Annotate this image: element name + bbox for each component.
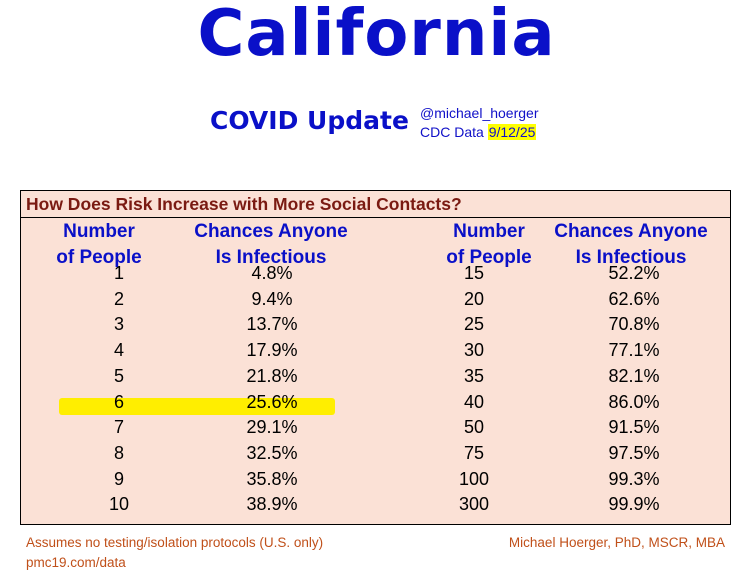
header-people-left: Number of People [29,219,169,271]
cell-people: 6 [113,391,124,412]
cell-people: 100 [458,468,490,489]
cell-chance: 25.6% [246,391,298,412]
data-date-label: CDC Data 9/12/25 [420,124,537,140]
cell-chance: 77.1% [608,340,660,361]
footnote-assumption: Assumes no testing/isolation protocols (… [26,535,324,550]
cell-chance: 29.1% [246,417,298,438]
cell-people: 75 [463,442,485,463]
header-people-line1: Number [453,221,525,242]
header-people-right: Number of People [419,219,559,271]
header-chance-line1: Chances Anyone [194,221,348,242]
cell-people: 8 [113,442,124,463]
cell-chance: 86.0% [608,391,660,412]
page-title: California [197,0,556,71]
cell-people: 25 [463,314,485,335]
cell-chance: 32.5% [246,442,298,463]
cell-people: 300 [458,494,490,515]
cell-people: 2 [113,288,124,309]
cell-people: 40 [463,391,485,412]
cell-people: 9 [113,468,124,489]
risk-table: How Does Risk Increase with More Social … [20,190,731,525]
cell-chance: 9.4% [251,288,293,309]
header-people-line2: of People [446,247,532,268]
cell-chance: 21.8% [246,365,298,386]
cell-chance: 99.9% [608,494,660,515]
header-chance-line2: Is Infectious [575,247,687,268]
page-subtitle: COVID Update [210,106,409,135]
cell-people: 4 [113,340,124,361]
cell-chance: 17.9% [246,340,298,361]
table-title: How Does Risk Increase with More Social … [21,191,730,218]
cell-chance: 38.9% [246,494,298,515]
header-people-line2: of People [56,247,142,268]
cell-chance: 52.2% [608,263,660,283]
cell-chance: 62.6% [608,288,660,309]
header-chance-left: Chances Anyone Is Infectious [181,219,361,271]
cell-people: 1 [113,263,124,283]
cell-chance: 97.5% [608,442,660,463]
cell-chance: 91.5% [608,417,660,438]
cell-people: 15 [463,263,485,283]
cell-chance: 13.7% [246,314,298,335]
cell-people: 3 [113,314,124,335]
cell-people: 35 [463,365,485,386]
cell-chance: 70.8% [608,314,660,335]
header-people-line1: Number [63,221,135,242]
cell-people: 20 [463,288,485,309]
cell-chance: 99.3% [608,468,660,489]
footnote-source: pmc19.com/data [26,555,126,570]
cdc-prefix: CDC Data [420,124,488,140]
cdc-date: 9/12/25 [487,124,537,140]
header-chance-line2: Is Infectious [215,247,327,268]
cell-chance: 82.1% [608,365,660,386]
cell-chance: 35.8% [246,468,298,489]
cell-people: 7 [113,417,124,438]
cell-people: 5 [113,365,124,386]
row-highlight [59,398,335,415]
author-handle: @michael_hoerger [420,105,539,121]
cell-people: 10 [108,494,130,515]
header-chance-line1: Chances Anyone [554,221,708,242]
cell-people: 50 [463,417,485,438]
footnote-author: Michael Hoerger, PhD, MSCR, MBA [508,535,725,550]
header-chance-right: Chances Anyone Is Infectious [541,219,721,271]
cell-people: 30 [463,340,485,361]
cell-chance: 4.8% [251,263,293,283]
